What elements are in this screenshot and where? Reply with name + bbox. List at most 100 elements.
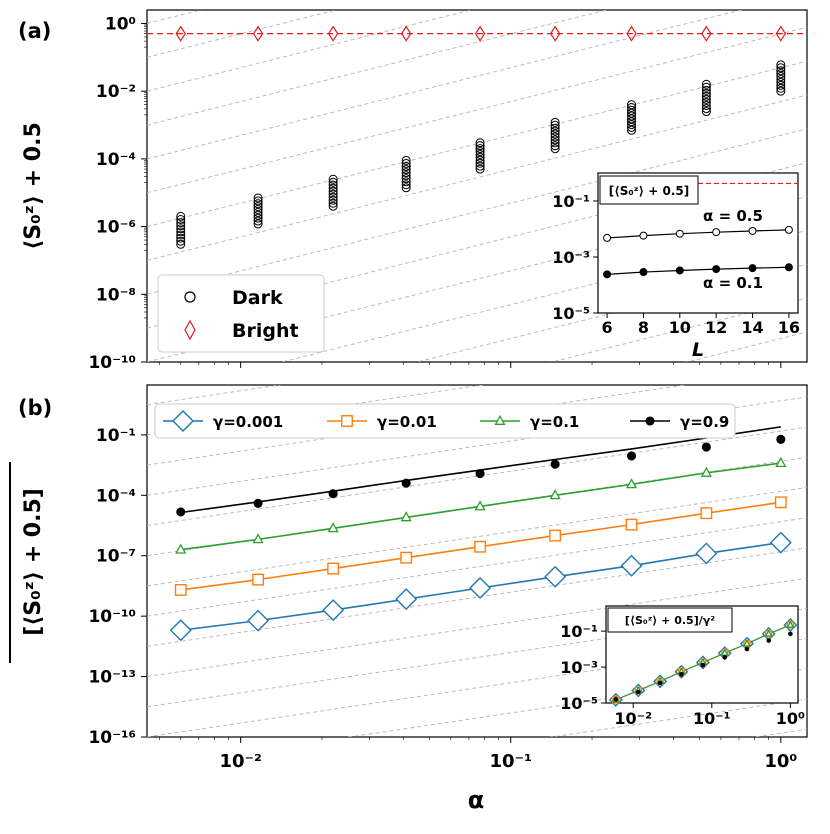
dark-point (776, 83, 786, 93)
bright-point (175, 25, 186, 42)
dark-point (701, 82, 711, 92)
legend-b-label: γ=0.1 (530, 413, 579, 431)
inset-a-point (748, 226, 757, 235)
legend-b-label: γ=0.001 (213, 413, 283, 431)
plot-frame-a (146, 9, 808, 363)
inset-label-b: [⟨S₀ᶻ⟩ + 0.5]/γ² (625, 614, 715, 627)
dark-point (701, 94, 711, 104)
legend-b-label: γ=0.9 (680, 413, 729, 431)
series-point (645, 416, 655, 426)
dark-point (627, 108, 637, 118)
dark-point (776, 74, 786, 84)
x-axis-b: 10⁻² 10⁻¹ 10⁰ (159, 737, 797, 772)
inset-a-point (675, 229, 684, 238)
y-tick-label-b: 10⁻¹⁰ (88, 607, 136, 627)
dark-point (176, 233, 186, 243)
dark-point (176, 218, 186, 228)
dark-point (475, 144, 485, 154)
series-point (253, 498, 263, 508)
dark-point (253, 207, 263, 217)
series-point (550, 459, 560, 469)
y-tick-label-a: 10⁻⁸ (96, 285, 136, 305)
dark-point (401, 180, 411, 190)
series-point (395, 588, 418, 611)
inset-content-a: α = 0.5 α = 0.1 6 8 10 12 14 16 10⁻¹ 10⁻³ 10⁻⁵ L (552, 182, 800, 361)
inset-a-y-tick-label: 10⁻³ (552, 248, 590, 267)
inset-content-b: 10⁻¹ 10⁻³ 10⁻⁵ 10⁻² 10⁻¹ 10⁰ (560, 617, 805, 728)
series-point (401, 478, 411, 488)
dark-point (401, 162, 411, 172)
legend-dark-label: Dark (232, 287, 283, 309)
dark-point (176, 239, 186, 249)
dark-point (550, 135, 560, 145)
series-point (742, 639, 752, 647)
bright-point (474, 25, 486, 42)
y-axis-b: 10⁻¹ 10⁻⁴ 10⁻⁷ 10⁻¹⁰ 10⁻¹³ 10⁻¹⁶ (88, 426, 147, 748)
series-point (695, 542, 718, 565)
dark-point (401, 183, 411, 193)
inset-b-black-point (657, 680, 663, 686)
x-tick-label-b: 10⁰ (764, 751, 797, 772)
dark-point (176, 227, 186, 237)
dark-point (176, 221, 186, 231)
inset-b: 10⁻¹ 10⁻³ 10⁻⁵ 10⁻² 10⁻¹ 10⁰ [⟨S₀ᶻ⟩ + 0.5]/γ² (560, 605, 805, 728)
dark-point (701, 91, 711, 101)
series-point (701, 442, 711, 452)
legend-box-b (154, 403, 736, 439)
y-tick-label-a: 10⁻⁶ (96, 218, 136, 238)
series-point (494, 414, 506, 425)
dark-point (550, 120, 560, 130)
panel-label-b: (b) (18, 396, 52, 420)
dark-point (176, 224, 186, 234)
series-b (169, 426, 792, 642)
x-axis-label-b: α (468, 786, 485, 814)
legend-bright-marker (184, 319, 196, 341)
series-point (341, 415, 353, 427)
inset-label-box-b (607, 607, 733, 633)
inset-a-fit-line (607, 266, 789, 275)
dark-point (401, 177, 411, 187)
guide-line (147, 10, 473, 92)
dark-point (475, 149, 485, 159)
dark-point (328, 189, 338, 199)
inset-b-black-point (766, 638, 772, 643)
dark-point (253, 213, 263, 223)
inset-b-black-point (788, 631, 793, 637)
inset-a-x-tick-label: 14 (741, 318, 763, 337)
series-point (549, 529, 562, 542)
inset-b-x-tick-label: 10⁻² (614, 709, 652, 728)
dark-point (401, 165, 411, 175)
bright-series (175, 25, 787, 42)
series-point (775, 456, 787, 467)
guide-line (147, 10, 743, 160)
dark-point (253, 202, 263, 212)
y-tick-label-a: 10⁻² (96, 82, 136, 102)
dark-point (627, 125, 637, 135)
dark-point (701, 88, 711, 98)
dark-point (253, 193, 263, 203)
legend-dark-marker (184, 291, 196, 303)
series-point (544, 565, 567, 588)
guide-line (147, 60, 807, 228)
legend-bright-label: Bright (232, 320, 299, 342)
y-tick-label-a: 10⁻¹⁰ (88, 353, 136, 373)
series-point (620, 554, 643, 577)
series-point (322, 599, 345, 622)
dark-point (550, 132, 560, 142)
dark-point (176, 230, 186, 240)
series-point (247, 609, 270, 632)
bright-point (327, 25, 339, 42)
guide-line (147, 577, 807, 678)
dark-point (550, 141, 560, 151)
inset-a-x-label: L (692, 339, 704, 361)
series-point (625, 518, 638, 531)
series-point (169, 619, 192, 642)
series-point (327, 522, 339, 533)
guide-line (147, 10, 203, 24)
dark-point (253, 205, 263, 215)
series-point (764, 629, 773, 637)
dark-point (328, 201, 338, 211)
